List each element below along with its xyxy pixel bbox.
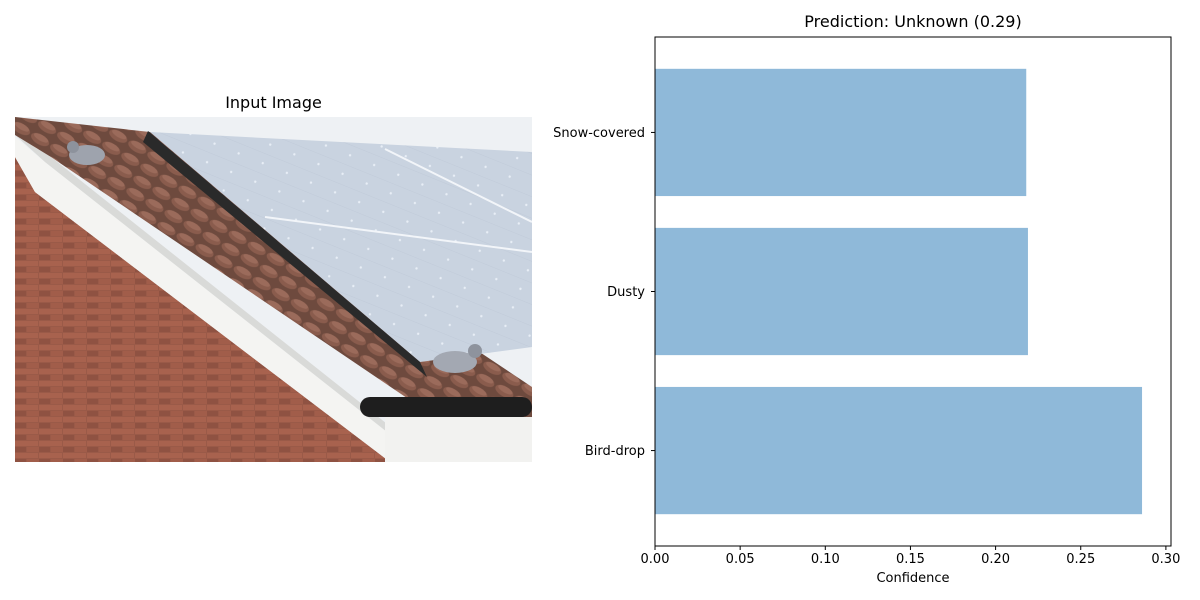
bar-bird-drop bbox=[655, 386, 1143, 515]
x-tick-label: 0.15 bbox=[896, 552, 925, 567]
bar-snow-covered bbox=[655, 68, 1027, 197]
x-axis-label: Confidence bbox=[876, 571, 949, 586]
plot-frame bbox=[654, 36, 1172, 547]
x-tick-label: 0.05 bbox=[726, 552, 755, 567]
x-tick-label: 0.25 bbox=[1066, 552, 1095, 567]
input-image bbox=[15, 117, 532, 462]
x-tick-label: 0.10 bbox=[811, 552, 840, 567]
chart-title: Prediction: Unknown (0.29) bbox=[804, 12, 1022, 31]
x-tick-label: 0.00 bbox=[641, 552, 670, 567]
y-tick-label-snow-covered: Snow-covered bbox=[553, 126, 645, 141]
input-image-title: Input Image bbox=[225, 93, 322, 112]
x-tick-label: 0.20 bbox=[981, 552, 1010, 567]
y-tick-label-bird-drop: Bird-drop bbox=[585, 444, 645, 459]
bar-dusty bbox=[655, 227, 1028, 356]
x-tick-label: 0.30 bbox=[1151, 552, 1180, 567]
y-tick-label-dusty: Dusty bbox=[607, 285, 645, 300]
